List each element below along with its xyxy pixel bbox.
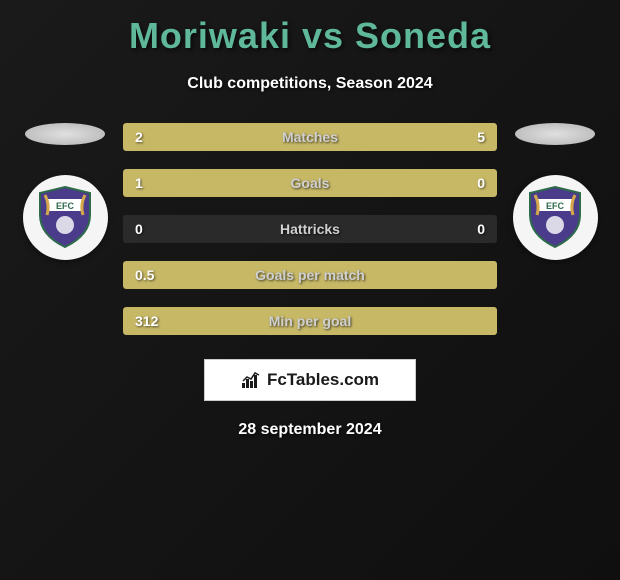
svg-text:EFC: EFC bbox=[546, 201, 565, 211]
left-avatar-column: EFC bbox=[15, 123, 115, 260]
player-avatar-left bbox=[25, 123, 105, 145]
stat-label: Goals per match bbox=[255, 267, 365, 283]
stat-value-right: 0 bbox=[477, 175, 485, 191]
shield-icon: EFC bbox=[35, 185, 95, 250]
footer-brand-text: FcTables.com bbox=[267, 370, 379, 390]
stat-value-left: 2 bbox=[135, 129, 143, 145]
bar-right bbox=[230, 123, 497, 151]
svg-text:EFC: EFC bbox=[56, 201, 75, 211]
subtitle: Club competitions, Season 2024 bbox=[187, 75, 432, 93]
footer-brand-box[interactable]: FcTables.com bbox=[204, 359, 416, 401]
stat-row-goals: 1 Goals 0 bbox=[123, 169, 497, 197]
player-avatar-right bbox=[515, 123, 595, 145]
stat-row-matches: 2 Matches 5 bbox=[123, 123, 497, 151]
club-badge-left: EFC bbox=[23, 175, 108, 260]
content-wrap: EFC 2 Matches 5 1 Goals 0 bbox=[0, 123, 620, 335]
stat-row-goals-per-match: 0.5 Goals per match bbox=[123, 261, 497, 289]
stat-label: Min per goal bbox=[269, 313, 351, 329]
stat-label: Goals bbox=[291, 175, 330, 191]
page-title: Moriwaki vs Soneda bbox=[129, 15, 491, 57]
right-avatar-column: EFC bbox=[505, 123, 605, 260]
chart-icon bbox=[241, 371, 261, 389]
stat-value-left: 0 bbox=[135, 221, 143, 237]
shield-icon: EFC bbox=[525, 185, 585, 250]
main-container: Moriwaki vs Soneda Club competitions, Se… bbox=[0, 0, 620, 449]
stat-value-right: 0 bbox=[477, 221, 485, 237]
stat-row-min-per-goal: 312 Min per goal bbox=[123, 307, 497, 335]
stat-label: Hattricks bbox=[280, 221, 340, 237]
stat-value-left: 0.5 bbox=[135, 267, 154, 283]
stat-value-right: 5 bbox=[477, 129, 485, 145]
stat-row-hattricks: 0 Hattricks 0 bbox=[123, 215, 497, 243]
stats-column: 2 Matches 5 1 Goals 0 0 Hattricks 0 bbox=[115, 123, 505, 335]
stat-value-left: 1 bbox=[135, 175, 143, 191]
club-badge-right: EFC bbox=[513, 175, 598, 260]
date-text: 28 september 2024 bbox=[238, 421, 381, 439]
stat-value-left: 312 bbox=[135, 313, 158, 329]
bar-left bbox=[123, 169, 407, 197]
stat-label: Matches bbox=[282, 129, 338, 145]
